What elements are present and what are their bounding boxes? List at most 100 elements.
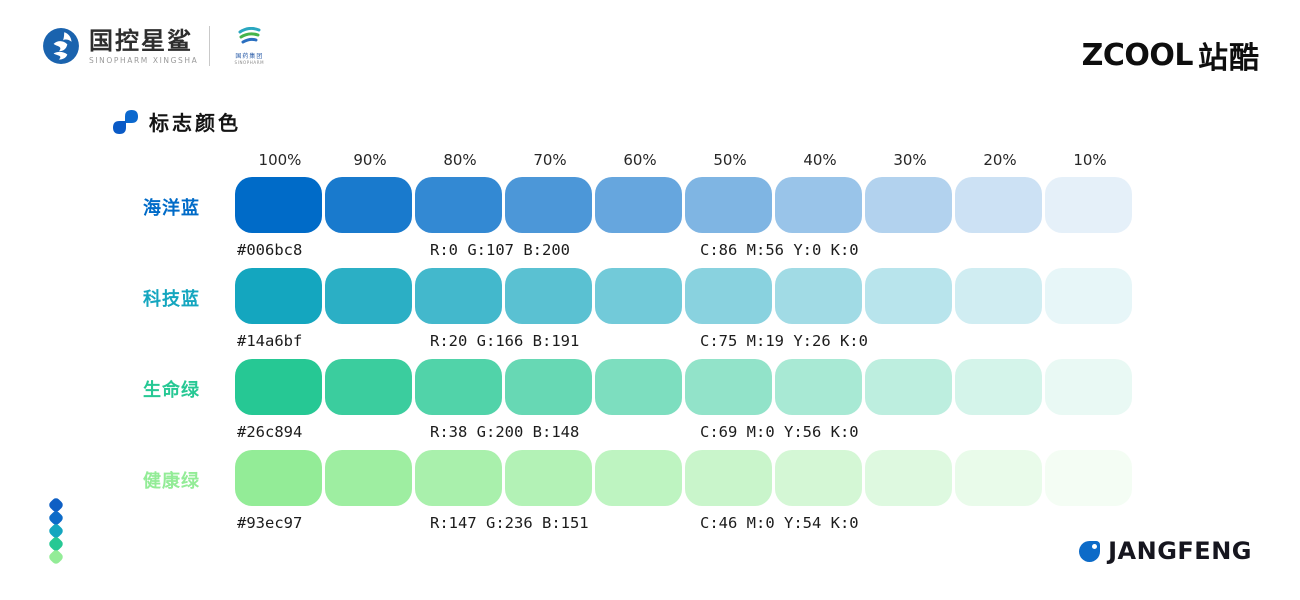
percent-label: 70% [533,151,567,169]
row-label-ocean-blue: 海洋蓝 [143,198,200,219]
swatch-life-green-40 [775,359,862,415]
swatch-life-green-10 [1045,359,1132,415]
zcool-logo: ZCOOL 站酷 [1082,33,1260,77]
swatch-health-green-30 [865,450,952,506]
swatch-ocean-blue-90 [325,177,412,233]
jangfeng-logo: JANGFENG [1079,537,1252,565]
color-info-life-green: #26c894 R:38 G:200 B:148 C:69 M:0 Y:56 K:0 [235,415,1300,450]
tech-blue-hex-value: #14a6bf [237,332,303,350]
swatch-strip-ocean-blue [235,177,1300,233]
swatch-ocean-blue-60 [595,177,682,233]
swatch-life-green-50 [685,359,772,415]
zcool-logo-cn: 站酷 [1198,41,1260,76]
color-info-health-green: #93ec97 R:147 G:236 B:151 C:46 M:0 Y:54 K:… [235,506,1300,541]
swatch-tech-blue-60 [595,268,682,324]
row-label-life-green: 生命绿 [143,380,200,401]
swatch-tech-blue-20 [955,268,1042,324]
row-label-health-green: 健康绿 [143,471,200,492]
tech-blue-rgb-value: R:20 G:166 B:191 [430,332,580,350]
swatch-life-green-100 [235,359,322,415]
percent-label: 10% [1073,151,1107,169]
palette-rows: 海洋蓝 #006bc8 R:0 G:107 B:200 C:86 M:56 Y:0 K… [0,177,1300,541]
jangfeng-icon-dot [1092,543,1098,549]
header-divider [209,26,211,66]
row-label-tech-blue: 科技蓝 [143,289,200,310]
swatch-ocean-blue-20 [955,177,1042,233]
swatch-ocean-blue-50 [685,177,772,233]
swatch-strip-health-green [235,450,1300,506]
brand-text: 国控星鲨 SINOPHARM XINGSHA [89,28,198,65]
swatch-health-green-50 [685,450,772,506]
percent-label: 100% [258,151,302,169]
swatch-ocean-blue-10 [1045,177,1132,233]
page-title: 标志颜色 [149,111,241,135]
swatch-health-green-100 [235,450,322,506]
color-row-health-green: 健康绿 #93ec97 R:147 G:236 B:151 C:46 M:0 Y:54… [0,450,1300,541]
swatch-life-green-30 [865,359,952,415]
percent-label: 30% [893,151,927,169]
percent-label: 40% [803,151,837,169]
swatch-health-green-80 [415,450,502,506]
percent-label: 90% [353,151,387,169]
percent-label: 20% [983,151,1017,169]
ocean-blue-rgb-value: R:0 G:107 B:200 [430,241,570,259]
swatch-life-green-90 [325,359,412,415]
zcool-logo-en: ZCOOL [1081,37,1194,73]
jangfeng-label: JANGFENG [1108,537,1252,565]
percent-label: 60% [623,151,657,169]
section-title: 标志颜色 [112,107,241,136]
swatch-health-green-90 [325,450,412,506]
title-s-icon [113,109,138,134]
swatch-life-green-20 [955,359,1042,415]
swatch-health-green-70 [505,450,592,506]
swatch-health-green-10 [1045,450,1132,506]
color-palette: 100% 90% 80% 70% 60% 50% 40% 30% 20% 10% 海洋蓝 #006b… [0,145,1300,541]
percent-header-row: 100% 90% 80% 70% 60% 50% 40% 30% 20% 10% [235,145,1300,177]
brand-logo: 国控星鲨 SINOPHARM XINGSHA 国药集团 SINOPHARM [42,26,275,66]
swatch-tech-blue-30 [865,268,952,324]
swatch-ocean-blue-70 [505,177,592,233]
percent-label: 80% [443,151,477,169]
percent-label: 50% [713,151,747,169]
swatch-health-green-40 [775,450,862,506]
secondary-brand-en: SINOPHARM [234,60,265,65]
swatch-life-green-60 [595,359,682,415]
tech-blue-cmyk-value: C:75 M:19 Y:26 K:0 [700,332,868,350]
swatch-life-green-80 [415,359,502,415]
swatch-ocean-blue-80 [415,177,502,233]
sinopharm-swoosh-icon [238,26,261,44]
footer-diamond-5 [47,548,65,566]
health-green-cmyk-value: C:46 M:0 Y:54 K:0 [700,514,859,532]
swatch-ocean-blue-30 [865,177,952,233]
secondary-brand: 国药集团 SINOPHARM [223,26,275,65]
swatch-tech-blue-100 [235,268,322,324]
health-green-hex-value: #93ec97 [237,514,303,532]
swatch-life-green-70 [505,359,592,415]
swatch-ocean-blue-100 [235,177,322,233]
swatch-health-green-60 [595,450,682,506]
swatch-health-green-20 [955,450,1042,506]
swatch-tech-blue-90 [325,268,412,324]
color-row-tech-blue: 科技蓝 #14a6bf R:20 G:166 B:191 C:75 M:19 Y:26… [0,268,1300,359]
swatch-tech-blue-50 [685,268,772,324]
health-green-rgb-value: R:147 G:236 B:151 [430,514,589,532]
life-green-hex-value: #26c894 [237,423,303,441]
color-info-ocean-blue: #006bc8 R:0 G:107 B:200 C:86 M:56 Y:0 K:0 [235,233,1300,268]
swatch-tech-blue-70 [505,268,592,324]
xingsha-shark-icon [43,28,79,64]
ocean-blue-hex-value: #006bc8 [237,241,303,259]
swatch-tech-blue-40 [775,268,862,324]
ocean-blue-cmyk-value: C:86 M:56 Y:0 K:0 [700,241,859,259]
swatch-ocean-blue-40 [775,177,862,233]
secondary-brand-cn: 国药集团 [235,53,264,60]
jangfeng-icon [1079,540,1101,562]
brand-name-cn: 国控星鲨 [89,26,193,55]
color-info-tech-blue: #14a6bf R:20 G:166 B:191 C:75 M:19 Y:26 K:… [235,324,1300,359]
life-green-rgb-value: R:38 G:200 B:148 [430,423,580,441]
footer-diamond-chain [47,496,65,566]
life-green-cmyk-value: C:69 M:0 Y:56 K:0 [700,423,859,441]
color-row-ocean-blue: 海洋蓝 #006bc8 R:0 G:107 B:200 C:86 M:56 Y:0 K… [0,177,1300,268]
swatch-tech-blue-10 [1045,268,1132,324]
brand-name-en: SINOPHARM XINGSHA [89,55,199,65]
